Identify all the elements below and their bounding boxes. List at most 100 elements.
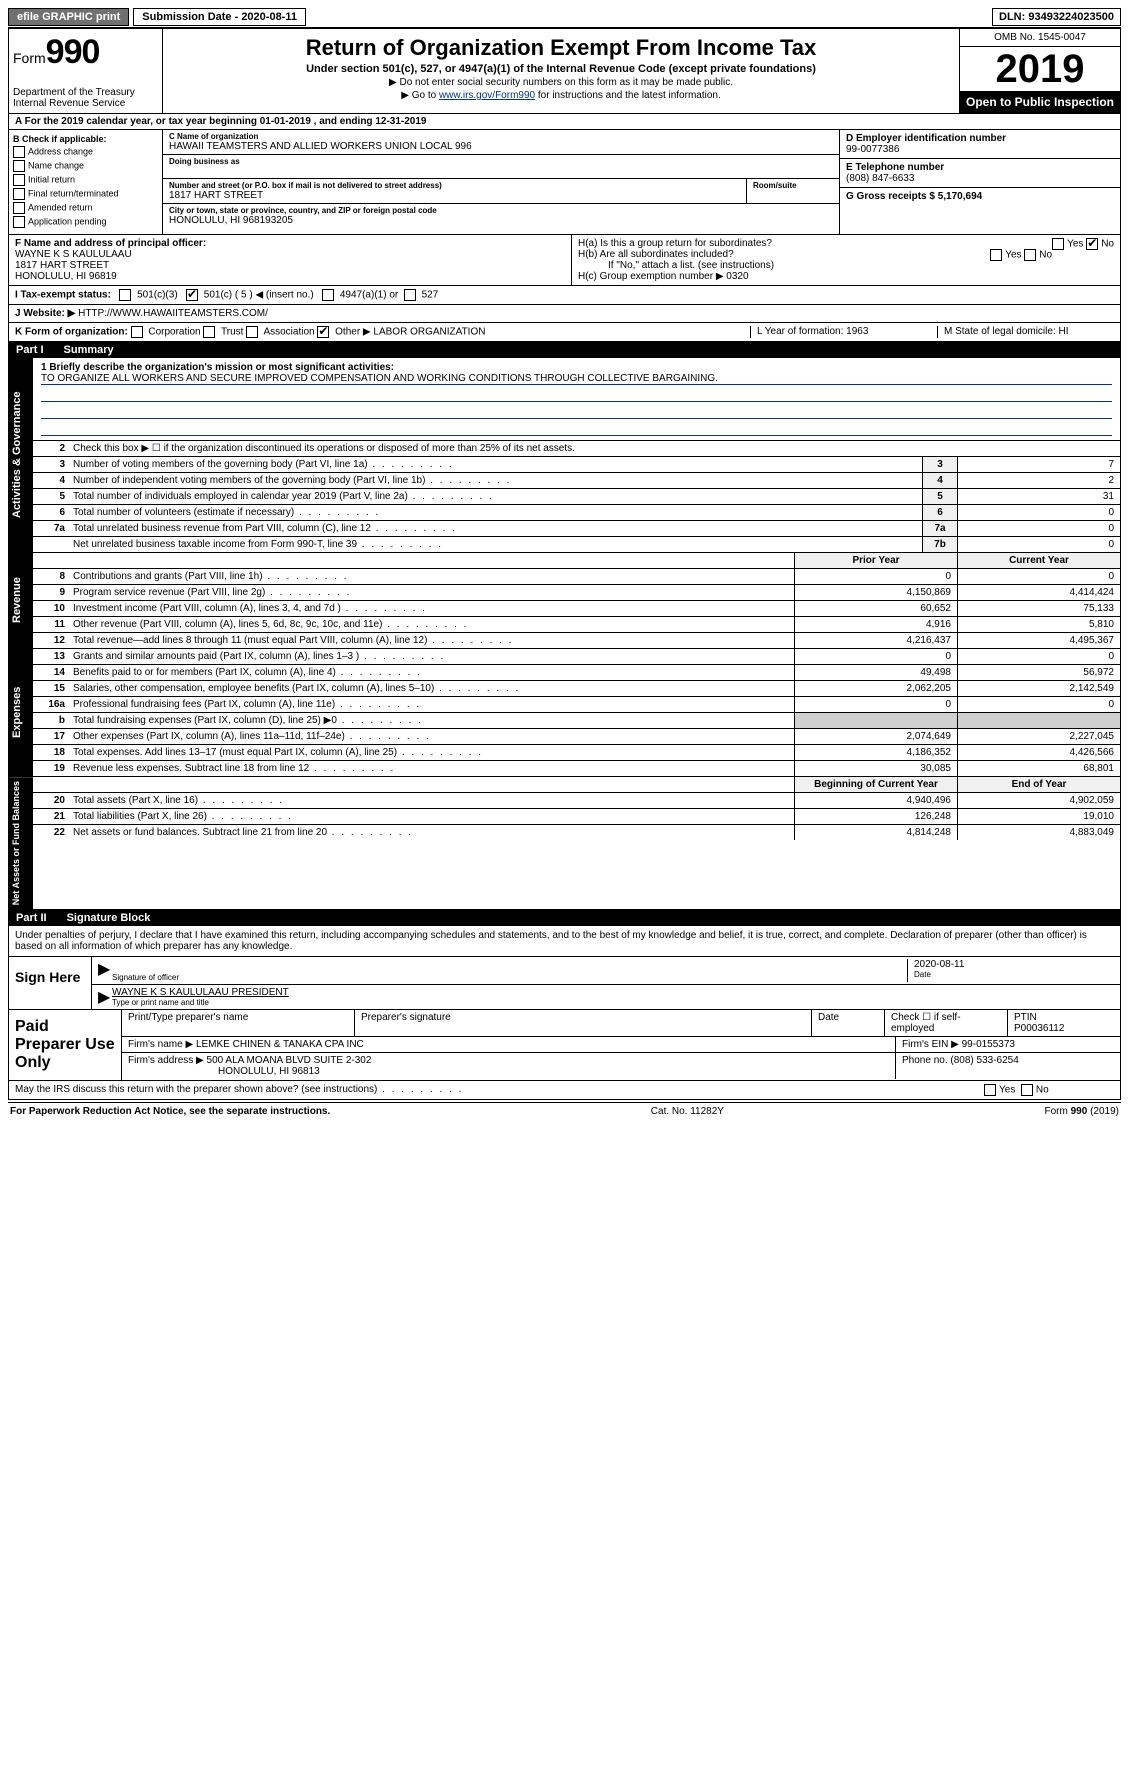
signature-block: Under penalties of perjury, I declare th… [8, 926, 1121, 1010]
ptin-label: PTIN [1014, 1012, 1114, 1023]
efile-button[interactable]: efile GRAPHIC print [8, 8, 129, 26]
col-prior-year: Prior Year [794, 553, 957, 568]
note-ssn: ▶ Do not enter social security numbers o… [169, 77, 953, 88]
revenue-line: 12Total revenue—add lines 8 through 11 (… [33, 633, 1120, 648]
row-j-website: J Website: ▶ HTTP://WWW.HAWAIITEAMSTERS.… [8, 305, 1121, 323]
expense-line: 13Grants and similar amounts paid (Part … [33, 649, 1120, 665]
street-address: 1817 HART STREET [169, 190, 740, 201]
omb-number: OMB No. 1545-0047 [960, 29, 1120, 47]
preparer-date-header: Date [812, 1010, 885, 1036]
f-label: F Name and address of principal officer: [15, 238, 565, 249]
addr-label: Number and street (or P.O. box if mail i… [169, 181, 740, 190]
check-final-return[interactable]: Final return/terminated [13, 188, 158, 200]
part-1-header: Part I Summary [8, 342, 1121, 358]
room-label: Room/suite [753, 181, 833, 190]
note-goto: ▶ Go to www.irs.gov/Form990 for instruct… [169, 90, 953, 101]
firm-addr-2: HONOLULU, HI 96813 [128, 1066, 320, 1077]
firm-phone-label: Phone no. [902, 1055, 948, 1066]
summary-line: 6Total number of volunteers (estimate if… [33, 505, 1120, 521]
perjury-statement: Under penalties of perjury, I declare th… [9, 926, 1120, 957]
revenue-line: 9Program service revenue (Part VIII, lin… [33, 585, 1120, 601]
submission-date-box: Submission Date - 2020-08-11 [133, 8, 306, 26]
hc-group-exemption: H(c) Group exemption number ▶ 0320 [578, 271, 1114, 282]
discuss-yes-check[interactable] [984, 1084, 996, 1096]
form-header: Form990 Department of the Treasury Inter… [8, 29, 1121, 114]
l-year-formation: L Year of formation: 1963 [750, 326, 937, 338]
preparer-sig-header: Preparer's signature [355, 1010, 812, 1036]
city-state-zip: HONOLULU, HI 968193205 [169, 215, 833, 226]
footer-form-ref: Form 990 (2019) [1045, 1106, 1119, 1117]
firm-name-label: Firm's name ▶ [128, 1039, 193, 1050]
g-gross-receipts: G Gross receipts $ 5,170,694 [846, 191, 1114, 202]
mission-text: TO ORGANIZE ALL WORKERS AND SECURE IMPRO… [41, 373, 1112, 385]
firm-addr-label: Firm's address ▶ [128, 1055, 204, 1066]
form-number: Form990 [13, 33, 158, 72]
expense-line: 15Salaries, other compensation, employee… [33, 681, 1120, 697]
row-a-tax-year: A For the 2019 calendar year, or tax yea… [8, 114, 1121, 130]
col-beginning-year: Beginning of Current Year [794, 777, 957, 792]
paid-preparer-label: Paid Preparer Use Only [9, 1010, 122, 1080]
officer-addr2: HONOLULU, HI 96819 [15, 271, 565, 282]
ha-group-return: H(a) Is this a group return for subordin… [578, 238, 1114, 249]
m-state-domicile: M State of legal domicile: HI [937, 326, 1114, 338]
discuss-no-check[interactable] [1021, 1084, 1033, 1096]
tab-revenue: Revenue [9, 553, 33, 648]
irs-link[interactable]: www.irs.gov/Form990 [439, 90, 535, 101]
firm-phone: (808) 533-6254 [950, 1055, 1018, 1066]
activities-governance-section: Activities & Governance 1 Briefly descri… [8, 358, 1121, 553]
expense-line: bTotal fundraising expenses (Part IX, co… [33, 713, 1120, 729]
firm-ein-label: Firm's EIN ▶ [902, 1039, 959, 1050]
footer-paperwork: For Paperwork Reduction Act Notice, see … [10, 1106, 330, 1117]
tab-activities-governance: Activities & Governance [9, 358, 33, 552]
sign-here-label: Sign Here [9, 957, 92, 1009]
expense-line: 16aProfessional fundraising fees (Part I… [33, 697, 1120, 713]
officer-addr1: 1817 HART STREET [15, 260, 565, 271]
city-label: City or town, state or province, country… [169, 206, 833, 215]
e-label: E Telephone number [846, 162, 1114, 173]
summary-line: 5Total number of individuals employed in… [33, 489, 1120, 505]
expense-line: 17Other expenses (Part IX, column (A), l… [33, 729, 1120, 745]
line-1-label: 1 Briefly describe the organization's mi… [41, 362, 1112, 373]
hb-subordinates: H(b) Are all subordinates included? Yes … [578, 249, 1114, 260]
footer-cat-no: Cat. No. 11282Y [651, 1106, 724, 1117]
dba-label: Doing business as [169, 157, 833, 166]
section-b: B Check if applicable: Address change Na… [8, 130, 1121, 235]
summary-line: 7aTotal unrelated business revenue from … [33, 521, 1120, 537]
firm-addr-1: 500 ALA MOANA BLVD SUITE 2-302 [207, 1055, 372, 1066]
check-name-change[interactable]: Name change [13, 160, 158, 172]
expenses-section: Expenses 13Grants and similar amounts pa… [8, 649, 1121, 777]
net-assets-section: Net Assets or Fund Balances Beginning of… [8, 777, 1121, 910]
check-application-pending[interactable]: Application pending [13, 216, 158, 228]
website-url[interactable]: HTTP://WWW.HAWAIITEAMSTERS.COM/ [78, 308, 268, 319]
section-f-h: F Name and address of principal officer:… [8, 235, 1121, 286]
type-name-label: Type or print name and title [112, 998, 1114, 1007]
firm-ein: 99-0155373 [962, 1039, 1015, 1050]
officer-name: WAYNE K S KAULULAAU [15, 249, 565, 260]
subtitle: Under section 501(c), 527, or 4947(a)(1)… [169, 63, 953, 75]
page-footer: For Paperwork Reduction Act Notice, see … [8, 1102, 1121, 1120]
check-address-change[interactable]: Address change [13, 146, 158, 158]
expense-line: 18Total expenses. Add lines 13–17 (must … [33, 745, 1120, 761]
dln-box: DLN: 93493224023500 [992, 8, 1121, 26]
revenue-line: 11Other revenue (Part VIII, column (A), … [33, 617, 1120, 633]
phone-value: (808) 847-6633 [846, 173, 1114, 184]
preparer-name-header: Print/Type preparer's name [122, 1010, 355, 1036]
col-current-year: Current Year [957, 553, 1120, 568]
line-2-checkbox: Check this box ▶ ☐ if the organization d… [69, 441, 1120, 456]
net-assets-line: 22Net assets or fund balances. Subtract … [33, 825, 1120, 840]
net-assets-line: 20Total assets (Part X, line 16)4,940,49… [33, 793, 1120, 809]
summary-line: Net unrelated business taxable income fr… [33, 537, 1120, 552]
signature-date: 2020-08-11 [914, 959, 1114, 970]
revenue-line: 8Contributions and grants (Part VIII, li… [33, 569, 1120, 585]
row-i-tax-exempt: I Tax-exempt status: 501(c)(3) 501(c) ( … [8, 286, 1121, 305]
expense-line: 19Revenue less expenses. Subtract line 1… [33, 761, 1120, 776]
self-employed-check[interactable]: Check ☐ if self-employed [885, 1010, 1008, 1036]
dept-treasury: Department of the Treasury Internal Reve… [13, 87, 158, 109]
revenue-section: Revenue Prior Year Current Year 8Contrib… [8, 553, 1121, 649]
check-amended-return[interactable]: Amended return [13, 202, 158, 214]
paid-preparer-section: Paid Preparer Use Only Print/Type prepar… [8, 1010, 1121, 1081]
ein-value: 99-0077386 [846, 144, 1114, 155]
hb-note: If "No," attach a list. (see instruction… [578, 260, 1114, 271]
check-initial-return[interactable]: Initial return [13, 174, 158, 186]
net-assets-line: 21Total liabilities (Part X, line 26)126… [33, 809, 1120, 825]
